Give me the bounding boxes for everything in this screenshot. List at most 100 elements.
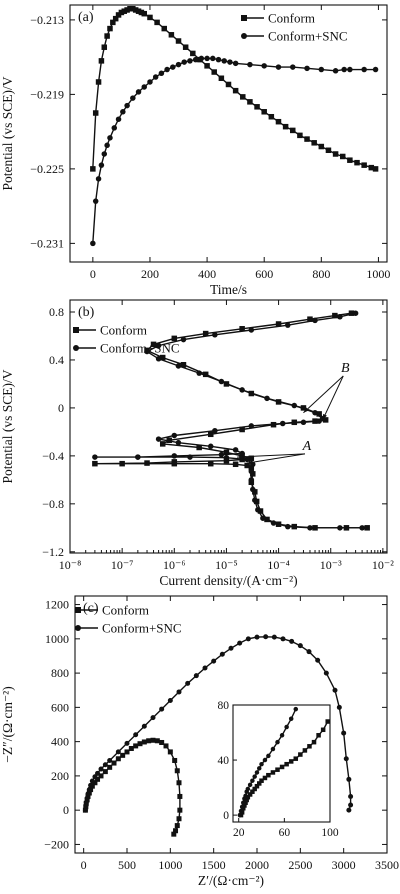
inset-data-point xyxy=(325,719,330,724)
data-point xyxy=(291,402,298,409)
inset-data-point xyxy=(242,803,247,808)
inset-data-point xyxy=(243,793,248,799)
data-point xyxy=(168,32,175,38)
data-point xyxy=(181,59,187,65)
data-point xyxy=(88,782,94,788)
data-point xyxy=(166,437,172,444)
data-point xyxy=(285,523,291,530)
data-point xyxy=(248,465,255,471)
x-tick-label: 3500 xyxy=(375,858,399,872)
data-point xyxy=(300,419,307,426)
legend-marker xyxy=(241,15,247,21)
data-point xyxy=(198,55,205,62)
data-point xyxy=(285,322,291,328)
data-point xyxy=(211,658,217,664)
data-point xyxy=(202,330,209,337)
series-square xyxy=(82,737,183,837)
data-point xyxy=(118,9,125,16)
y-tick-label: 0.8 xyxy=(49,305,64,319)
data-point xyxy=(175,38,182,44)
x-tick-label: 10⁻⁶ xyxy=(163,558,186,572)
data-point xyxy=(104,142,110,149)
data-point xyxy=(248,327,255,333)
x-tick-label: 10⁻⁷ xyxy=(111,558,134,572)
data-point xyxy=(107,764,113,770)
inset-data-point xyxy=(247,792,253,797)
x-tick-label: 2000 xyxy=(245,858,269,872)
data-point xyxy=(248,455,255,462)
data-point xyxy=(210,55,216,62)
data-point xyxy=(159,706,165,712)
legend-marker xyxy=(75,607,81,613)
data-point xyxy=(120,109,126,115)
data-point xyxy=(227,59,233,65)
data-point xyxy=(212,332,218,338)
x-tick-label: 0 xyxy=(90,267,96,281)
inset-data-point xyxy=(288,759,294,764)
x-axis-label: Z′/(Ω·cm⁻²) xyxy=(198,873,264,888)
data-point xyxy=(332,687,338,693)
data-point xyxy=(240,94,246,100)
data-point xyxy=(95,176,102,182)
data-point xyxy=(163,743,169,749)
data-point xyxy=(297,643,303,649)
data-point xyxy=(218,378,225,385)
data-point xyxy=(180,361,187,368)
chart-panel-a: 0 200 400 600 800 1000 −0.231 −0.225 −0.219 −0.21… xyxy=(0,4,390,297)
data-point xyxy=(348,310,355,316)
data-point xyxy=(347,66,353,73)
data-point xyxy=(171,459,178,465)
data-point xyxy=(90,166,96,172)
x-tick-label: 10⁻³ xyxy=(320,558,342,572)
annotation-arrow xyxy=(322,375,344,421)
x-tick-label: 800 xyxy=(312,267,330,281)
data-point xyxy=(92,110,99,116)
inset-data-point xyxy=(266,772,271,778)
data-point xyxy=(111,760,117,766)
inset-data-point xyxy=(252,786,257,792)
data-point xyxy=(252,489,258,495)
data-point xyxy=(128,745,134,751)
data-point xyxy=(247,61,253,68)
data-point xyxy=(150,715,156,721)
data-point xyxy=(167,698,173,704)
data-point xyxy=(159,739,165,745)
inset-data-point xyxy=(307,744,312,749)
inset-y-tick-label: 80 xyxy=(218,700,230,712)
data-point xyxy=(218,75,225,82)
x-tick-label: 1500 xyxy=(202,858,226,872)
data-point xyxy=(247,99,253,105)
data-point xyxy=(102,762,108,768)
data-point xyxy=(347,157,353,163)
y-tick-label: 0 xyxy=(58,401,64,415)
data-point xyxy=(218,451,225,458)
inset-data-point xyxy=(247,782,253,788)
data-point xyxy=(223,457,230,464)
legend: Conform Conform+SNC xyxy=(241,11,348,44)
inset-data-point xyxy=(293,706,299,712)
data-point xyxy=(300,405,307,411)
annotation-label: B xyxy=(341,361,350,376)
data-point xyxy=(207,431,214,438)
data-point xyxy=(318,66,325,73)
inset-data-point xyxy=(266,753,271,759)
data-point xyxy=(155,436,162,442)
data-point xyxy=(170,64,176,70)
data-point xyxy=(115,749,121,755)
data-point xyxy=(290,127,296,134)
inset-series-circle xyxy=(237,706,299,818)
data-point xyxy=(190,50,196,57)
data-point xyxy=(250,486,256,493)
data-point xyxy=(207,460,214,467)
y-tick-label: −0.4 xyxy=(42,449,64,463)
data-point xyxy=(167,749,173,755)
data-point xyxy=(171,432,178,439)
panel-label: (b) xyxy=(78,305,95,320)
plot-frame xyxy=(69,299,388,554)
y-tick-label: 1200 xyxy=(45,598,69,612)
y-tick-label: −0.231 xyxy=(30,236,64,250)
series-circle xyxy=(92,310,365,531)
data-point xyxy=(176,689,182,695)
data-point xyxy=(282,123,289,130)
